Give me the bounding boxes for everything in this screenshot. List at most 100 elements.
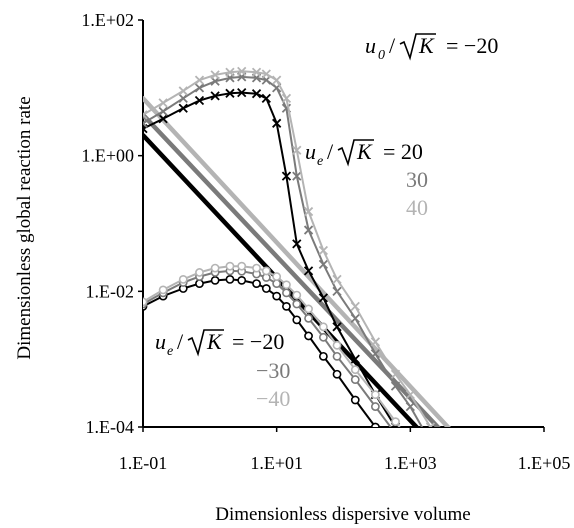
ue-value-neg40: −40 xyxy=(256,386,290,411)
data-point-x xyxy=(225,67,235,77)
data-point-x xyxy=(261,69,271,79)
data-point-x xyxy=(143,118,148,128)
data-point-circle xyxy=(210,275,220,285)
data-point-x xyxy=(350,354,360,364)
data-point-circle xyxy=(332,369,342,379)
svg-text:u: u xyxy=(155,329,166,354)
data-point-x xyxy=(272,75,282,85)
svg-text:K: K xyxy=(206,329,223,354)
x-tick-label: 1.E-01 xyxy=(119,453,168,473)
data-point-circle xyxy=(292,290,302,300)
data-point-circle xyxy=(261,284,271,293)
svg-text:u: u xyxy=(305,139,316,164)
data-point-circle xyxy=(292,315,302,325)
data-point-circle xyxy=(350,365,360,375)
y-tick-label: 1.E+00 xyxy=(81,146,134,166)
ue-value-neg30: −30 xyxy=(256,358,290,383)
series-line-ue-20 xyxy=(143,91,397,427)
data-point-circle xyxy=(392,430,399,437)
data-point-x xyxy=(210,91,220,101)
data-point-circle xyxy=(370,390,380,400)
data-point-circle xyxy=(304,304,313,314)
data-point-x xyxy=(225,88,235,98)
data-point-circle xyxy=(158,285,168,295)
data-point-circle xyxy=(350,395,360,405)
data-point-x xyxy=(390,369,401,379)
data-point-x xyxy=(178,93,188,103)
data-point-x xyxy=(178,103,188,113)
svg-text:K: K xyxy=(356,139,373,164)
x-axis-title: Dimensionless dispersive volume xyxy=(215,504,470,525)
data-point-x xyxy=(194,75,205,85)
data-point-x xyxy=(405,389,415,400)
data-point-x xyxy=(178,86,188,96)
ue-value-40: 40 xyxy=(406,195,428,220)
data-point-x xyxy=(272,118,282,128)
data-point-x xyxy=(350,301,360,312)
data-point-x xyxy=(210,70,220,80)
data-point-circle xyxy=(370,402,380,411)
data-point-circle xyxy=(391,417,400,427)
y-tick-labels: 1.E-04 1.E-02 1.E+00 1.E+02 xyxy=(81,10,143,437)
data-point-x xyxy=(426,438,434,446)
data-point-circle xyxy=(427,479,434,486)
x-tick-label: 1.E+03 xyxy=(384,453,437,473)
data-point-x xyxy=(318,293,329,303)
data-point-x xyxy=(370,349,381,359)
data-point-x xyxy=(425,422,436,427)
data-point-circle xyxy=(252,263,261,273)
data-point-x xyxy=(281,93,292,103)
y-tick-label: 1.E-04 xyxy=(86,417,135,437)
data-point-circle xyxy=(237,275,247,285)
data-point-x xyxy=(318,245,329,256)
data-point-x xyxy=(405,401,415,412)
data-point-circle xyxy=(282,280,291,290)
data-point-x xyxy=(332,286,342,296)
data-point-x xyxy=(158,114,168,124)
data-point-x xyxy=(406,443,414,451)
data-point-circle xyxy=(332,340,342,350)
data-point-x xyxy=(438,458,446,466)
u0-annotation: u 0 / K = −20 xyxy=(365,33,498,63)
data-point-x xyxy=(237,66,247,76)
data-point-x xyxy=(194,83,205,93)
data-point-circle xyxy=(210,263,220,273)
data-point-x xyxy=(281,171,292,181)
data-point-circle xyxy=(261,266,271,276)
data-point-circle xyxy=(350,375,360,384)
data-point-circle xyxy=(318,351,328,361)
svg-text:/: / xyxy=(177,329,184,354)
data-point-x xyxy=(303,206,314,217)
ue-negative-annotation: u e / K xyxy=(155,329,224,359)
data-point-circle xyxy=(292,299,302,309)
x-tick-labels: 1.E-01 1.E+01 1.E+03 1.E+05 xyxy=(119,427,571,473)
y-tick-label: 1.E-02 xyxy=(86,281,135,301)
data-point-circle xyxy=(225,261,235,271)
data-point-x xyxy=(318,259,329,269)
data-point-circle xyxy=(272,279,282,289)
svg-text:/: / xyxy=(389,33,396,58)
data-point-circle xyxy=(332,351,342,361)
data-point-circle xyxy=(272,291,282,301)
series-line-ue-30-asymptote xyxy=(143,112,441,427)
x-tick-label: 1.E+05 xyxy=(518,453,571,473)
data-point-x xyxy=(350,313,360,323)
data-point-circle xyxy=(225,274,235,284)
data-point-x xyxy=(261,93,271,103)
data-point-x xyxy=(426,479,434,487)
x-tick-label: 1.E+01 xyxy=(250,453,303,473)
ue-value-30: 30 xyxy=(406,167,428,192)
data-point-x xyxy=(292,171,302,181)
data-point-x xyxy=(332,274,342,285)
data-point-x xyxy=(158,106,168,116)
data-point-x xyxy=(194,95,205,106)
svg-text:e: e xyxy=(167,344,173,359)
data-point-x xyxy=(251,89,262,99)
data-point-circle xyxy=(237,261,247,271)
data-point-circle xyxy=(282,301,291,311)
data-point-x xyxy=(303,225,314,235)
data-point-x xyxy=(251,67,262,77)
data-point-x xyxy=(370,337,381,347)
data-point-circle xyxy=(178,274,188,284)
